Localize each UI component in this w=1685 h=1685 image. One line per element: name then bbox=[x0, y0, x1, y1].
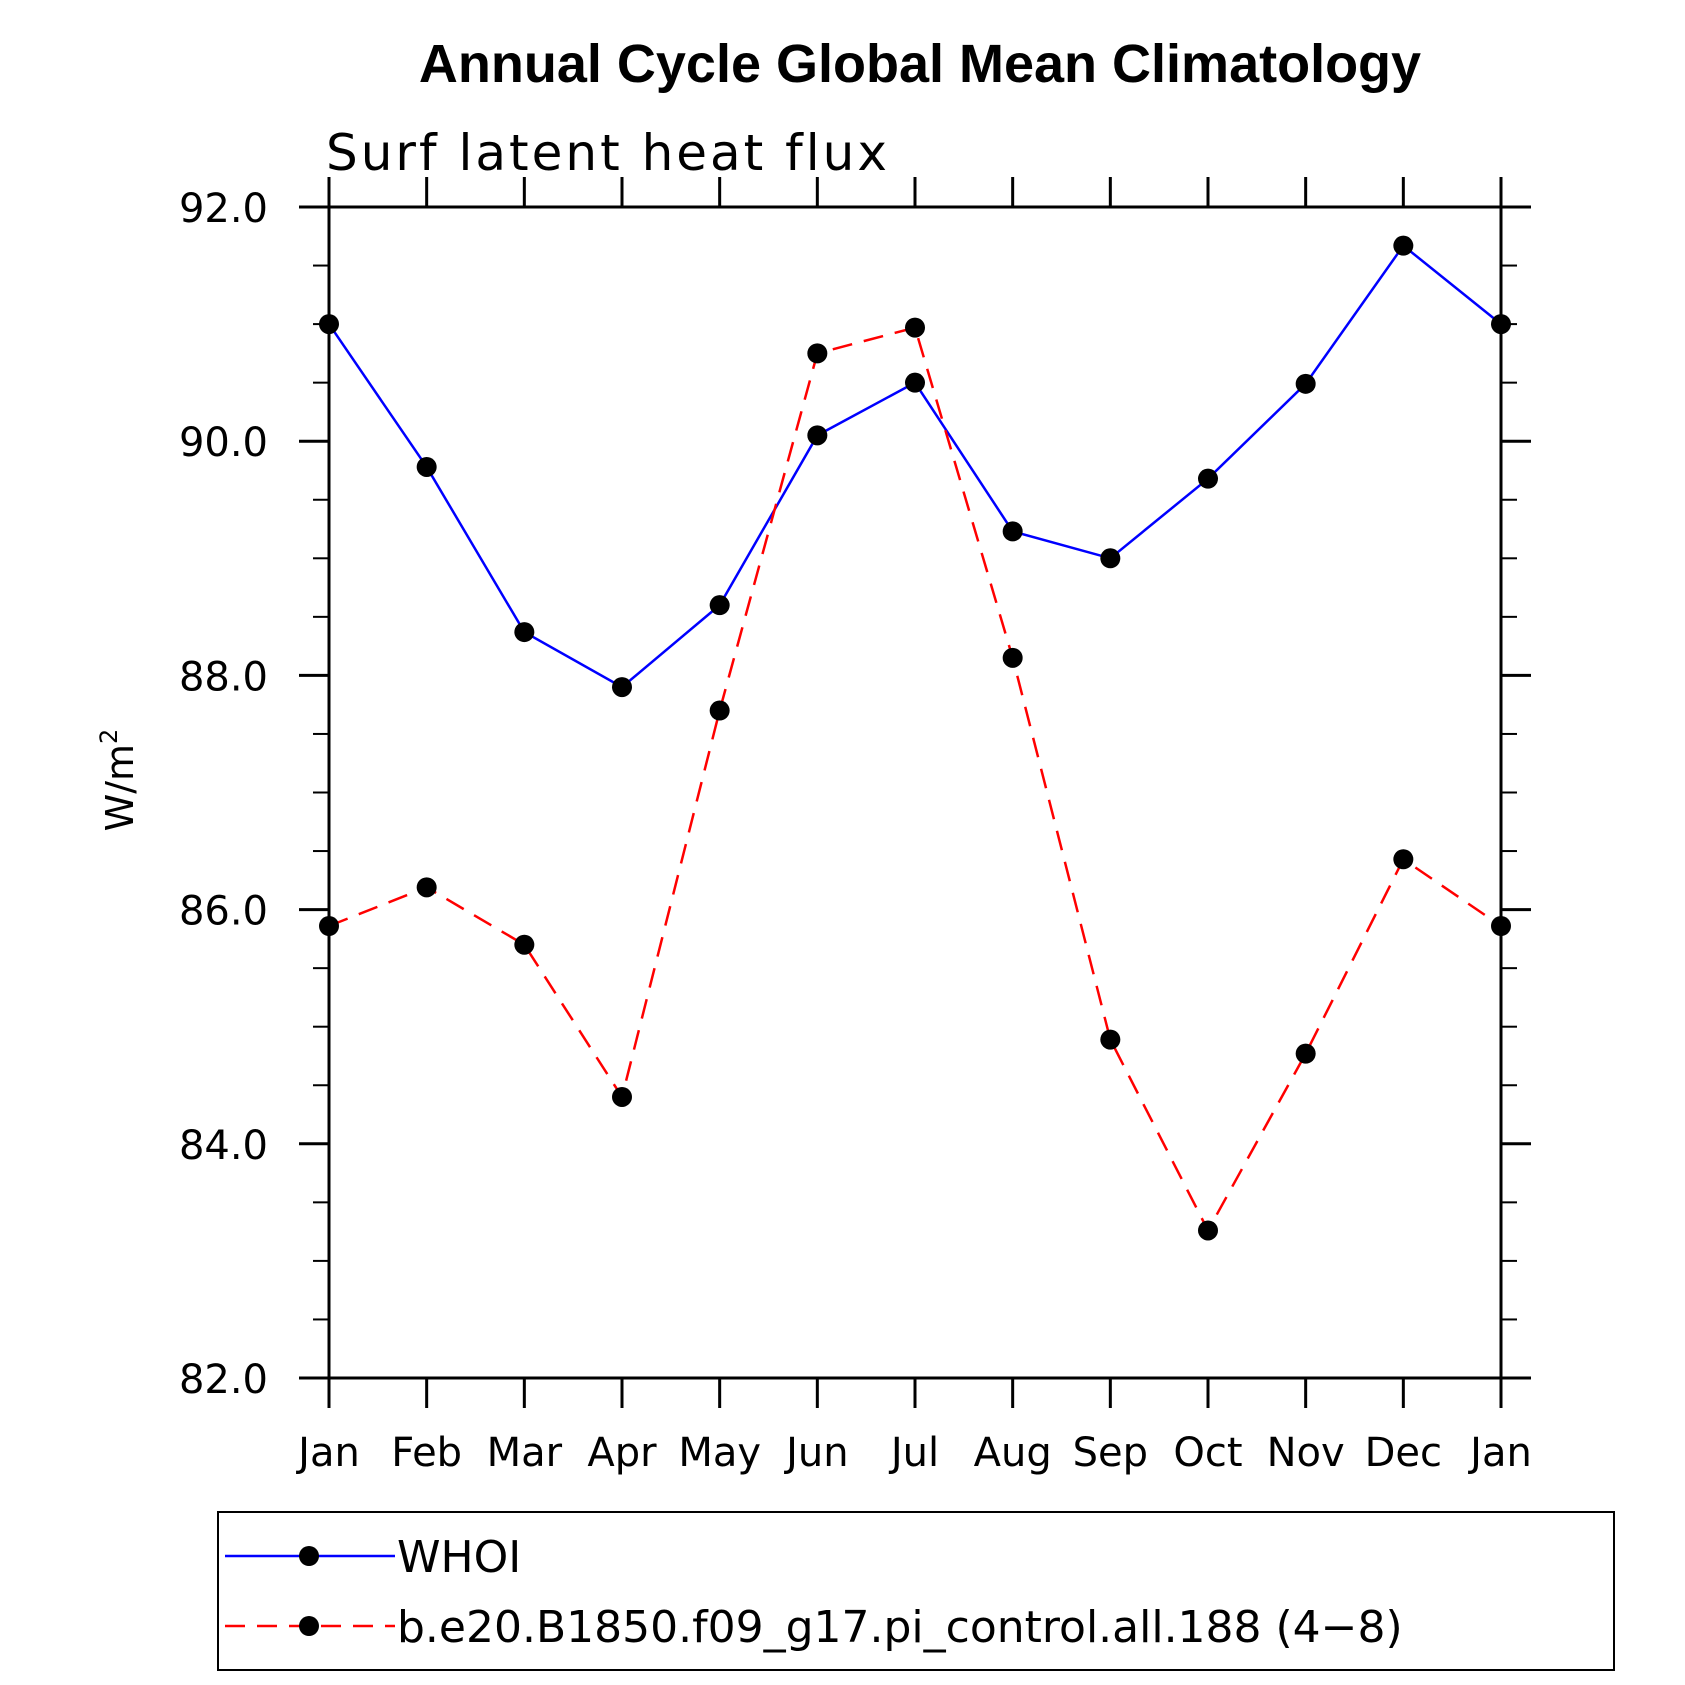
data-point bbox=[905, 317, 925, 338]
y-axis-label-unit: W/m bbox=[98, 744, 142, 831]
chart-subtitle: Surf latent heat flux bbox=[326, 124, 890, 182]
data-point bbox=[319, 314, 339, 335]
data-point bbox=[709, 595, 730, 616]
svg-text:W/m2: W/m2 bbox=[95, 729, 142, 832]
x-tick-label: Feb bbox=[391, 1430, 462, 1476]
x-tick-label: May bbox=[678, 1430, 761, 1476]
x-tick-label: Oct bbox=[1173, 1430, 1242, 1476]
data-point bbox=[1295, 373, 1316, 394]
legend-label-whoi: WHOI bbox=[397, 1532, 521, 1583]
data-point bbox=[416, 877, 437, 898]
axis-ticks bbox=[299, 177, 1531, 1408]
x-tick-label: Jan bbox=[295, 1430, 360, 1476]
x-tick-label: Sep bbox=[1073, 1430, 1148, 1476]
x-tick-label: Mar bbox=[487, 1430, 563, 1476]
data-point bbox=[612, 1086, 632, 1107]
series-layer bbox=[319, 235, 1511, 1241]
data-point bbox=[1002, 647, 1023, 668]
y-axis-label-exponent: 2 bbox=[95, 729, 123, 744]
x-tick-label: Dec bbox=[1365, 1430, 1442, 1476]
data-point bbox=[1393, 849, 1414, 870]
y-tick-label: 84.0 bbox=[179, 1123, 268, 1169]
axis-tick-labels: Jan Feb Mar Apr May Jun Jul Aug Sep Oct Nov Dec Jan 8… bbox=[179, 186, 1532, 1476]
y-axis-label: W/m2 bbox=[95, 729, 142, 832]
data-point bbox=[905, 372, 925, 393]
data-point bbox=[514, 622, 535, 643]
x-tick-label: Nov bbox=[1267, 1430, 1345, 1476]
data-point bbox=[709, 700, 730, 721]
data-point bbox=[319, 915, 339, 936]
legend-label-model: b.e20.B1850.f09_g17.pi_control.all.188 (… bbox=[397, 1602, 1403, 1653]
series-line bbox=[328, 326, 1502, 1234]
y-tick-label: 90.0 bbox=[179, 420, 268, 466]
data-point bbox=[612, 677, 632, 698]
series-line bbox=[327, 243, 1502, 689]
data-point bbox=[1198, 1220, 1218, 1241]
data-point bbox=[1002, 521, 1023, 542]
data-point bbox=[807, 343, 828, 364]
x-tick-label: Apr bbox=[587, 1430, 657, 1476]
data-point bbox=[416, 456, 437, 477]
x-tick-label: Jul bbox=[888, 1430, 939, 1476]
legend: WHOI b.e20.B1850.f09_g17.pi_control.all.… bbox=[217, 1511, 1615, 1671]
y-tick-label: 82.0 bbox=[179, 1357, 268, 1403]
data-point bbox=[1491, 915, 1511, 936]
y-tick-label: 88.0 bbox=[179, 654, 268, 700]
data-point bbox=[1295, 1043, 1316, 1064]
y-tick-label: 86.0 bbox=[179, 889, 268, 935]
x-tick-label: Jun bbox=[783, 1430, 849, 1476]
data-point bbox=[1393, 235, 1414, 256]
legend-marker-whoi bbox=[299, 1546, 319, 1566]
data-point bbox=[1491, 314, 1511, 335]
data-point bbox=[1100, 1029, 1121, 1050]
y-tick-label: 92.0 bbox=[179, 186, 268, 232]
legend-marker-model bbox=[299, 1616, 319, 1636]
data-point bbox=[807, 425, 828, 446]
legend-box bbox=[217, 1511, 1615, 1671]
x-tick-label: Aug bbox=[974, 1430, 1052, 1476]
data-point bbox=[1198, 468, 1218, 489]
data-point bbox=[514, 934, 535, 955]
x-tick-label: Jan bbox=[1467, 1430, 1532, 1476]
data-point bbox=[1100, 548, 1121, 569]
chart-title: Annual Cycle Global Mean Climatology bbox=[419, 34, 1421, 94]
